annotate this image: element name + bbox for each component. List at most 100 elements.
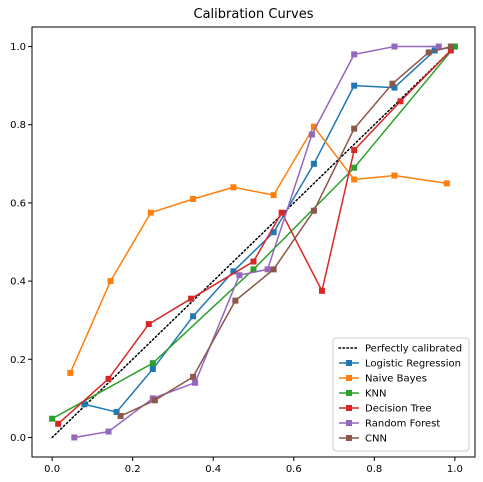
x-tick-label: 0.6 bbox=[286, 464, 302, 475]
series-naive-bayes bbox=[67, 123, 450, 376]
legend-marker bbox=[346, 360, 352, 366]
data-point-logistic-regression bbox=[190, 313, 197, 320]
data-point-cnn bbox=[389, 80, 396, 87]
series-line-decision-tree bbox=[57, 49, 452, 425]
data-point-decision-tree bbox=[55, 420, 62, 427]
data-point-logistic-regression bbox=[351, 82, 358, 89]
chart-title: Calibration Curves bbox=[194, 7, 314, 22]
y-axis: 0.0 0.2 0.4 0.6 0.8 1.0 bbox=[10, 42, 32, 444]
y-tick-label: 0.2 bbox=[10, 355, 26, 366]
y-tick-label: 0.0 bbox=[10, 433, 26, 444]
data-point-knn bbox=[149, 360, 156, 367]
legend: Perfectly calibrated Logistic Regression N… bbox=[332, 337, 470, 452]
data-point-naive-bayes bbox=[310, 123, 317, 130]
data-point-logistic-regression bbox=[113, 409, 120, 416]
y-tick-label: 0.6 bbox=[10, 198, 26, 209]
legend-item-naive-bayes: Naive Bayes bbox=[339, 374, 427, 385]
x-tick-label: 0.2 bbox=[125, 464, 141, 475]
data-point-cnn bbox=[425, 49, 432, 56]
data-point-decision-tree bbox=[447, 47, 454, 54]
data-point-logistic-regression bbox=[310, 160, 317, 167]
data-point-knn bbox=[351, 164, 358, 171]
legend-label: KNN bbox=[365, 389, 387, 400]
data-point-knn bbox=[451, 43, 458, 50]
reference-line bbox=[51, 45, 456, 439]
legend-label: Decision Tree bbox=[365, 404, 432, 415]
legend-box bbox=[332, 337, 470, 452]
data-point-random-forest bbox=[435, 43, 442, 50]
data-point-naive-bayes bbox=[67, 369, 74, 376]
legend-item-random-forest: Random Forest bbox=[339, 419, 440, 430]
data-point-knn bbox=[49, 415, 56, 422]
legend-label: CNN bbox=[365, 434, 387, 445]
y-tick-label: 1.0 bbox=[10, 42, 26, 53]
data-point-naive-bayes bbox=[270, 192, 277, 199]
data-point-decision-tree bbox=[105, 375, 112, 382]
legend-label: Logistic Regression bbox=[365, 359, 461, 370]
plot-area bbox=[32, 27, 475, 457]
data-point-cnn bbox=[117, 412, 124, 419]
data-point-random-forest bbox=[351, 51, 358, 58]
legend-label: Naive Bayes bbox=[365, 374, 427, 385]
data-point-random-forest bbox=[105, 428, 112, 435]
data-point-naive-bayes bbox=[107, 278, 114, 285]
legend-marker bbox=[346, 435, 352, 441]
data-point-decision-tree bbox=[318, 287, 325, 294]
data-point-naive-bayes bbox=[391, 172, 398, 179]
legend-item-logistic-regression: Logistic Regression bbox=[339, 359, 461, 370]
legend-item-perfectly-calibrated: Perfectly calibrated bbox=[338, 344, 462, 355]
data-point-decision-tree bbox=[351, 147, 358, 154]
legend-label: Perfectly calibrated bbox=[365, 344, 462, 355]
series-line-random-forest bbox=[74, 45, 439, 439]
data-point-naive-bayes bbox=[190, 196, 197, 202]
legend-item-knn: KNN bbox=[339, 389, 387, 400]
series-cnn bbox=[117, 43, 454, 419]
data-point-logistic-regression bbox=[270, 229, 277, 236]
data-point-decision-tree bbox=[145, 321, 152, 328]
data-point-random-forest bbox=[308, 131, 315, 138]
legend-marker bbox=[346, 420, 352, 426]
data-point-logistic-regression bbox=[230, 268, 237, 275]
data-point-logistic-regression bbox=[391, 84, 398, 91]
legend-marker bbox=[346, 390, 352, 396]
legend-item-cnn: CNN bbox=[339, 434, 387, 445]
data-point-naive-bayes bbox=[351, 176, 358, 183]
x-axis: 0.0 0.2 0.4 0.6 0.8 1.0 bbox=[44, 457, 463, 475]
data-point-cnn bbox=[151, 397, 158, 404]
data-point-cnn bbox=[232, 297, 239, 304]
series-line-naive-bayes bbox=[69, 125, 447, 374]
series-line-cnn bbox=[120, 45, 452, 417]
data-point-knn bbox=[250, 266, 257, 273]
x-tick-label: 0.8 bbox=[366, 464, 382, 475]
series-knn bbox=[49, 43, 458, 422]
data-point-cnn bbox=[310, 207, 317, 214]
y-tick-label: 0.8 bbox=[10, 120, 26, 131]
x-tick-label: 0.0 bbox=[44, 464, 60, 475]
data-point-random-forest bbox=[71, 434, 78, 441]
data-point-random-forest bbox=[391, 43, 398, 50]
data-point-cnn bbox=[351, 125, 358, 132]
legend-marker bbox=[346, 375, 352, 381]
data-point-random-forest bbox=[236, 272, 243, 279]
data-point-naive-bayes bbox=[230, 184, 237, 191]
legend-marker bbox=[346, 405, 352, 411]
data-point-decision-tree bbox=[250, 258, 257, 265]
data-point-cnn bbox=[190, 373, 197, 380]
plot-frame bbox=[31, 26, 476, 458]
data-point-random-forest bbox=[264, 266, 271, 273]
data-point-random-forest bbox=[192, 379, 199, 386]
legend-label: Random Forest bbox=[365, 419, 440, 430]
data-point-cnn bbox=[447, 43, 454, 50]
y-tick-label: 0.4 bbox=[10, 277, 26, 288]
data-point-decision-tree bbox=[397, 98, 404, 105]
data-point-decision-tree bbox=[278, 209, 285, 216]
x-tick-label: 0.4 bbox=[205, 464, 221, 475]
data-point-cnn bbox=[270, 266, 277, 273]
data-point-naive-bayes bbox=[443, 180, 450, 187]
data-point-logistic-regression bbox=[149, 366, 156, 373]
x-tick-label: 1.0 bbox=[447, 464, 463, 475]
series-decision-tree bbox=[55, 47, 454, 427]
legend-item-decision-tree: Decision Tree bbox=[339, 404, 432, 415]
